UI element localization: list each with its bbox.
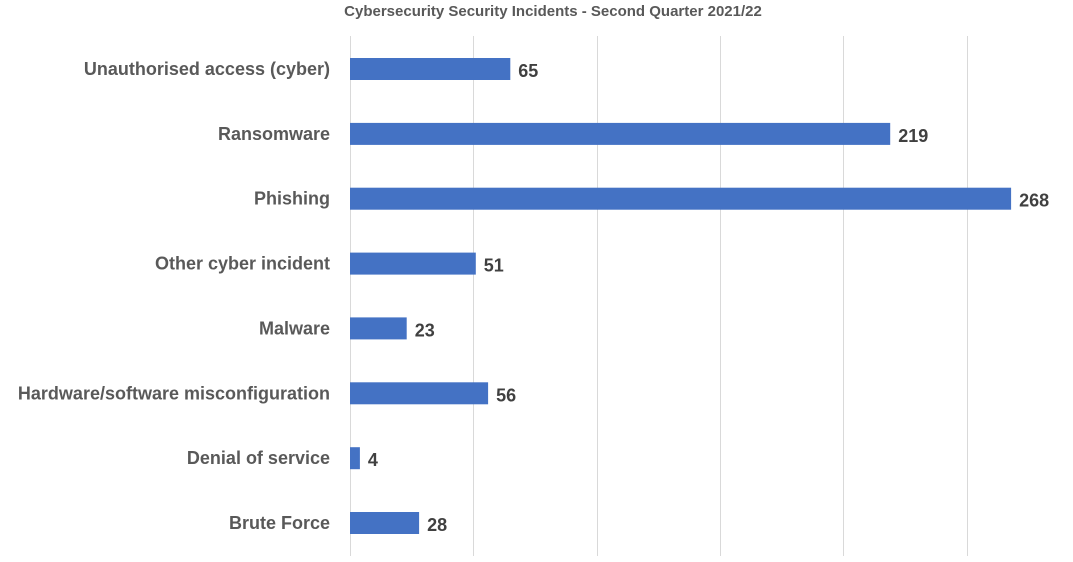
category-label: Phishing xyxy=(254,189,330,209)
bar xyxy=(350,512,420,534)
bar xyxy=(350,187,1012,210)
value-label: 28 xyxy=(427,515,447,535)
gridlines xyxy=(350,36,968,556)
bar xyxy=(350,58,511,80)
bar xyxy=(350,382,489,405)
bar xyxy=(350,122,891,145)
category-label: Unauthorised access (cyber) xyxy=(84,59,330,79)
value-label: 56 xyxy=(496,385,516,405)
chart-title: Cybersecurity Security Incidents - Secon… xyxy=(344,3,762,20)
category-label: Ransomware xyxy=(218,124,330,144)
category-label: Malware xyxy=(259,318,330,338)
value-label: 23 xyxy=(415,320,435,340)
bars xyxy=(350,58,1012,534)
bar xyxy=(350,252,476,275)
value-label: 268 xyxy=(1019,191,1049,211)
category-label: Hardware/software misconfiguration xyxy=(18,383,330,403)
category-label: Other cyber incident xyxy=(155,254,330,274)
value-labels: 65 219 268 51 23 56 4 28 xyxy=(368,61,1049,535)
bar xyxy=(350,317,407,340)
category-labels: Unauthorised access (cyber) Ransomware Phi… xyxy=(18,59,330,533)
category-label: Brute Force xyxy=(229,513,330,533)
value-label: 51 xyxy=(484,256,504,276)
value-label: 219 xyxy=(898,126,928,146)
bar xyxy=(350,447,360,470)
category-label: Denial of service xyxy=(187,448,330,468)
value-label: 65 xyxy=(518,61,538,81)
value-label: 4 xyxy=(368,450,378,470)
